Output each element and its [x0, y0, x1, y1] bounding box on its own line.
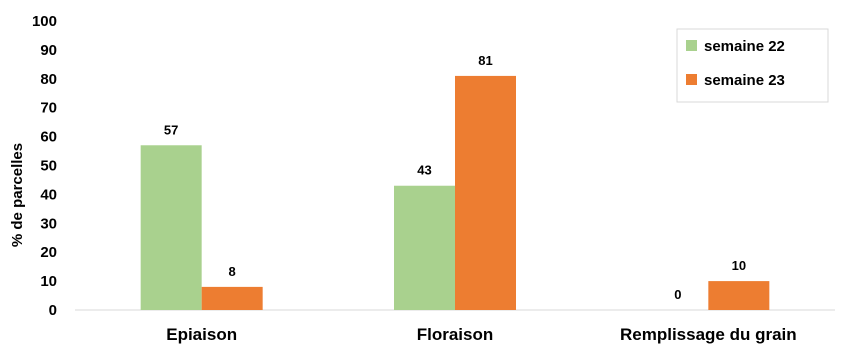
y-tick-label: 10 [40, 273, 57, 290]
bars [140, 75, 770, 310]
legend-box [676, 28, 829, 103]
x-category-label: Remplissage du grain [620, 325, 797, 344]
data-label: 81 [478, 53, 492, 68]
legend: semaine 22 semaine 23 [676, 28, 829, 103]
data-label: 57 [164, 122, 178, 137]
bar-semaine-22-2 [394, 185, 455, 310]
legend-label: semaine 22 [704, 38, 785, 55]
data-label: 10 [732, 258, 746, 273]
y-tick-label: 90 [40, 42, 57, 59]
y-tick-label: 40 [40, 186, 57, 203]
y-tick-label: 30 [40, 215, 57, 232]
y-tick-label: 20 [40, 244, 57, 261]
bar-semaine-22-1 [140, 145, 202, 310]
y-axis-label: % de parcelles [9, 143, 26, 247]
y-tick-label: 0 [49, 302, 57, 319]
data-label: 8 [229, 264, 236, 279]
bar-semaine-23-1 [201, 286, 263, 310]
bar-semaine-23-3 [708, 281, 770, 310]
legend-swatch [686, 40, 697, 51]
y-tick-label: 50 [40, 158, 57, 175]
y-tick-label: 60 [40, 129, 57, 146]
x-category-label: Floraison [417, 325, 494, 344]
y-tick-label: 80 [40, 71, 57, 88]
legend-label: semaine 23 [704, 72, 785, 89]
data-label: 43 [417, 163, 431, 178]
y-tick-label: 100 [32, 13, 57, 30]
data-labels: 57 8 43 81 0 10 [164, 53, 746, 302]
bar-semaine-23-2 [455, 75, 516, 310]
legend-swatch [686, 74, 697, 85]
x-category-label: Epiaison [166, 325, 237, 344]
y-tick-label: 70 [40, 100, 57, 117]
data-label: 0 [674, 287, 681, 302]
